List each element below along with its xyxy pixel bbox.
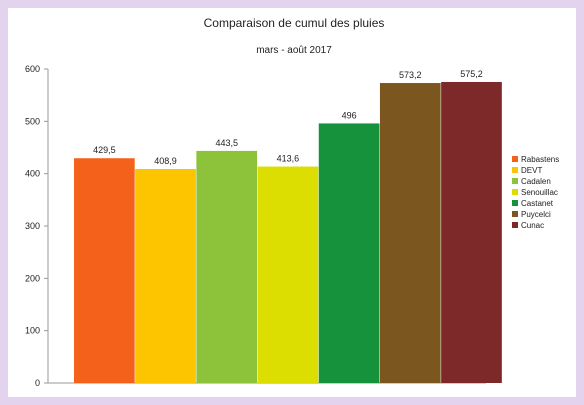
chart-frame: Comparaison de cumul des pluies mars - a… — [8, 8, 576, 397]
bar-value-label: 408,9 — [154, 156, 177, 166]
bar-cunac — [441, 81, 502, 383]
bar-value-label: 573,2 — [399, 70, 422, 80]
legend-label: Puycelci — [521, 210, 551, 219]
bar-devt — [135, 169, 196, 383]
bar-group: 429,5 408,9 443,5 413,6 496 573,2 575,2 — [74, 69, 502, 383]
y-tick-label: 500 — [25, 116, 40, 126]
chart-title: Comparaison de cumul des pluies — [204, 16, 385, 30]
legend-swatch — [512, 211, 518, 217]
bar-value-label: 413,6 — [277, 154, 300, 164]
bar-senouillac — [257, 166, 319, 383]
legend-label: Cadalen — [521, 177, 551, 186]
legend-swatch — [512, 167, 518, 173]
y-tick-label: 200 — [25, 273, 40, 283]
y-tick-label: 300 — [25, 221, 40, 231]
bar-rabastens — [74, 158, 135, 383]
legend: Rabastens DEVT Cadalen Senouillac Castanet Pu… — [512, 155, 559, 230]
y-tick-label: 100 — [25, 326, 40, 336]
bar-cadalen — [196, 150, 258, 383]
legend-swatch — [512, 189, 518, 195]
legend-label: DEVT — [521, 166, 542, 175]
legend-swatch — [512, 156, 518, 162]
legend-label: Cunac — [521, 221, 544, 230]
bar-castanet — [318, 123, 380, 383]
legend-label: Senouillac — [521, 188, 558, 197]
rainfall-bar-chart: Comparaison de cumul des pluies mars - a… — [25, 16, 559, 388]
bar-value-label: 496 — [342, 110, 357, 120]
y-tick-label: 0 — [35, 378, 40, 388]
legend-swatch — [512, 178, 518, 184]
bar-puycelci — [379, 83, 441, 383]
legend-label: Rabastens — [521, 155, 559, 164]
y-tick-label: 400 — [25, 169, 40, 179]
y-tick-label: 600 — [25, 64, 40, 74]
bar-value-label: 575,2 — [460, 69, 483, 79]
legend-swatch — [512, 200, 518, 206]
bar-value-label: 443,5 — [215, 138, 238, 148]
legend-label: Castanet — [521, 199, 554, 208]
legend-swatch — [512, 222, 518, 228]
chart-subtitle: mars - août 2017 — [256, 45, 332, 56]
bar-value-label: 429,5 — [93, 145, 116, 155]
